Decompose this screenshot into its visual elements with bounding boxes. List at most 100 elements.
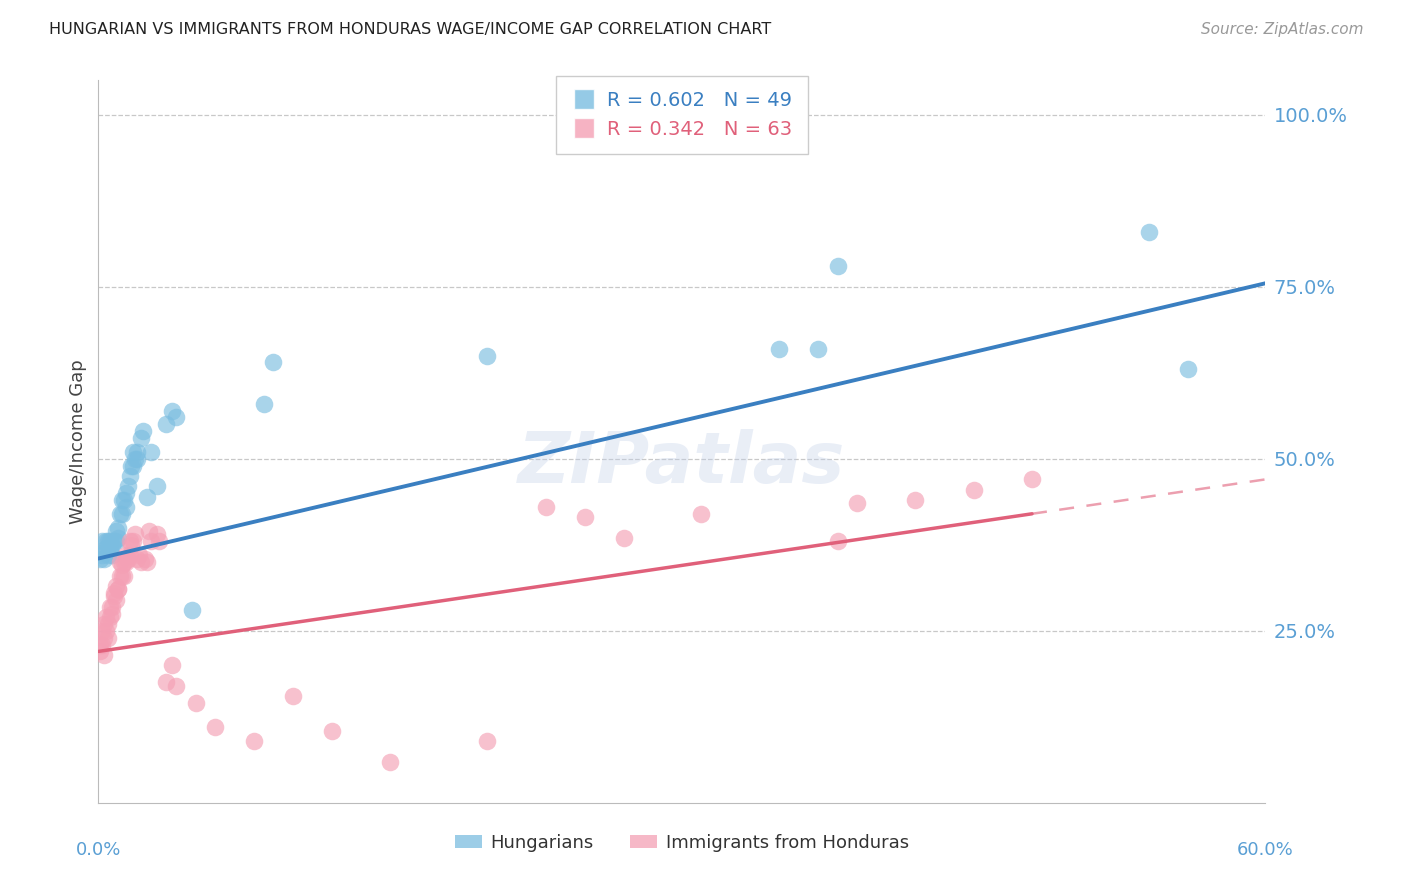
Point (162, 403, 184, 417)
Point (827, 259, 849, 273)
Point (124, 451, 146, 466)
Point (124, 527, 146, 541)
Point (132, 424, 155, 438)
Point (121, 538, 143, 552)
Point (127, 451, 149, 466)
Point (204, 720, 226, 734)
Point (104, 579, 127, 593)
Text: 0.0%: 0.0% (76, 840, 121, 859)
Point (118, 548, 141, 562)
Point (117, 479, 139, 493)
Point (321, 723, 343, 738)
Point (114, 486, 136, 500)
Point (101, 607, 124, 621)
Legend: Hungarians, Immigrants from Honduras: Hungarians, Immigrants from Honduras (447, 826, 917, 859)
Point (91, 548, 114, 562)
Point (146, 479, 169, 493)
Point (962, 483, 984, 497)
Point (114, 500, 136, 514)
Point (89, 551, 111, 566)
Point (103, 586, 125, 600)
Point (97, 548, 120, 562)
Text: Source: ZipAtlas.com: Source: ZipAtlas.com (1201, 22, 1364, 37)
Point (155, 417, 177, 432)
Point (108, 555, 131, 569)
Point (253, 397, 276, 411)
Point (93, 631, 115, 645)
Point (146, 527, 169, 541)
Point (98, 541, 121, 556)
Point (107, 531, 129, 545)
Point (136, 490, 159, 504)
Point (690, 507, 713, 521)
Point (768, 342, 790, 356)
Point (93, 544, 115, 558)
Point (134, 551, 156, 566)
Point (380, 755, 402, 769)
Point (108, 507, 131, 521)
Point (180, 603, 202, 617)
Point (904, 493, 927, 508)
Point (107, 582, 129, 597)
Point (118, 534, 141, 549)
Point (1137, 225, 1160, 239)
Point (93, 616, 115, 631)
Point (98, 534, 121, 549)
Point (101, 548, 124, 562)
Point (111, 558, 134, 573)
Point (112, 555, 135, 569)
Point (91, 624, 114, 638)
Point (111, 568, 134, 582)
Point (136, 555, 159, 569)
Point (127, 551, 149, 566)
Point (101, 538, 124, 552)
Point (96, 541, 118, 556)
Point (117, 551, 139, 566)
Point (155, 675, 177, 690)
Y-axis label: Wage/Income Gap: Wage/Income Gap (69, 359, 87, 524)
Point (97, 631, 120, 645)
Point (98, 599, 121, 614)
Point (162, 658, 184, 673)
Point (827, 534, 849, 549)
Point (107, 520, 129, 534)
Point (97, 534, 120, 549)
Point (104, 524, 127, 538)
Point (807, 342, 830, 356)
Point (101, 599, 124, 614)
Point (96, 624, 118, 638)
Point (104, 534, 127, 549)
Text: ZIPatlas: ZIPatlas (519, 429, 845, 498)
Point (111, 507, 134, 521)
Point (262, 355, 284, 369)
Text: 60.0%: 60.0% (1237, 840, 1294, 859)
Point (122, 458, 145, 473)
Point (122, 534, 145, 549)
Point (1021, 472, 1043, 486)
Point (91, 638, 114, 652)
Point (103, 590, 125, 604)
Point (122, 445, 145, 459)
Point (281, 689, 304, 703)
Point (108, 568, 131, 582)
Point (93, 648, 115, 662)
Point (129, 555, 152, 569)
Point (613, 531, 636, 545)
Point (846, 496, 869, 510)
Point (114, 555, 136, 569)
Point (121, 458, 143, 473)
Point (138, 524, 160, 538)
Point (107, 582, 129, 597)
Point (148, 534, 170, 549)
Point (243, 734, 266, 748)
Point (139, 534, 162, 549)
Point (128, 548, 150, 562)
Point (129, 431, 152, 445)
Point (139, 445, 162, 459)
Text: HUNGARIAN VS IMMIGRANTS FROM HONDURAS WAGE/INCOME GAP CORRELATION CHART: HUNGARIAN VS IMMIGRANTS FROM HONDURAS WA… (49, 22, 772, 37)
Point (91, 534, 114, 549)
Point (112, 568, 135, 582)
Point (89, 638, 111, 652)
Point (118, 469, 141, 483)
Point (574, 510, 596, 524)
